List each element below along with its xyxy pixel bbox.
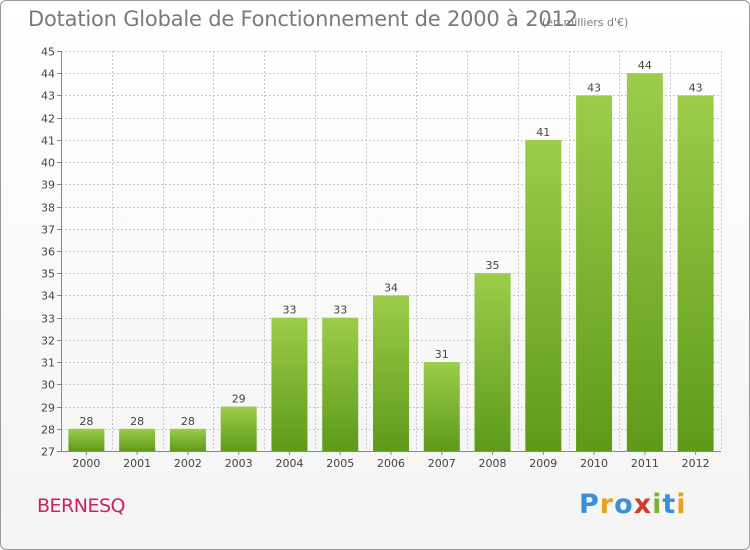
y-tick-label: 45	[41, 46, 55, 59]
x-tick-label: 2012	[682, 457, 710, 470]
y-tick-label: 42	[41, 113, 55, 126]
bar-2005[interactable]	[322, 317, 359, 451]
data-label: 43	[587, 81, 601, 94]
data-label: 28	[130, 415, 144, 428]
axes: 27 28 29 30 31 32 33 34 35 36 37 38 39 40 41 42 43 44 45 20…	[41, 46, 721, 470]
data-label: 34	[384, 281, 398, 294]
proxiti-logo[interactable]: Proxiti	[579, 489, 687, 520]
y-tick-label: 36	[41, 246, 55, 259]
x-tick-label: 2005	[326, 457, 354, 470]
commune-name: BERNESQ	[37, 495, 125, 517]
logo-letter: o	[614, 489, 634, 520]
y-tick-label: 44	[41, 68, 55, 81]
y-tick-label: 27	[41, 446, 55, 459]
x-tick-label: 2002	[174, 457, 202, 470]
x-tick-label: 2009	[529, 457, 557, 470]
logo-letter: x	[633, 489, 653, 520]
y-tick-label: 35	[41, 268, 55, 281]
bar-2001[interactable]	[119, 428, 156, 451]
bar-2009[interactable]	[525, 139, 562, 451]
y-tick-label: 30	[41, 379, 55, 392]
y-tick-label: 43	[41, 90, 55, 103]
x-tick-label: 2004	[275, 457, 303, 470]
y-tick-label: 37	[41, 224, 55, 237]
x-tick-label: 2006	[377, 457, 405, 470]
x-tick-label: 2008	[479, 457, 507, 470]
data-label: 44	[638, 59, 652, 72]
bar-2002[interactable]	[169, 428, 206, 451]
y-tick-label: 40	[41, 157, 55, 170]
bar-2011[interactable]	[626, 73, 663, 451]
y-tick-label: 38	[41, 202, 55, 215]
bar-2007[interactable]	[423, 362, 460, 451]
y-tick-label: 41	[41, 135, 55, 148]
bar-2010[interactable]	[576, 95, 613, 451]
data-label: 28	[181, 415, 195, 428]
x-tick-label: 2011	[631, 457, 659, 470]
y-tick-label: 34	[41, 290, 55, 303]
data-label: 33	[282, 304, 296, 317]
y-tick-label: 28	[41, 424, 55, 437]
x-tick-label: 2001	[123, 457, 151, 470]
data-label: 43	[689, 81, 703, 94]
data-label: 29	[232, 393, 246, 406]
chart-title: Dotation Globale de Fonctionnement de 20…	[28, 7, 578, 31]
data-label: 33	[333, 304, 347, 317]
logo-letter: i	[676, 489, 687, 520]
x-tick-label: 2007	[428, 457, 456, 470]
y-tick-label: 33	[41, 313, 55, 326]
y-tick-label: 32	[41, 335, 55, 348]
logo-letter: i	[652, 489, 663, 520]
data-label: 35	[486, 259, 500, 272]
bar-2000[interactable]	[68, 428, 105, 451]
logo-letter: P	[579, 489, 600, 520]
bar-2004[interactable]	[271, 317, 308, 451]
x-tick-label: 2003	[225, 457, 253, 470]
bar-2008[interactable]	[474, 273, 511, 451]
bar-2003[interactable]	[220, 406, 257, 451]
logo-letter: t	[662, 489, 677, 520]
y-tick-label: 29	[41, 402, 55, 415]
y-tick-label: 39	[41, 179, 55, 192]
data-label: 31	[435, 348, 449, 361]
bars: 28 28 28 29 33 33 34 31 35 41 43 44 43	[68, 59, 714, 451]
data-label: 41	[536, 126, 550, 139]
chart-subtitle: (en milliers d'€)	[542, 16, 629, 29]
bar-2012[interactable]	[677, 95, 714, 451]
y-tick-label: 31	[41, 357, 55, 370]
data-label: 28	[79, 415, 93, 428]
bar-2006[interactable]	[373, 295, 409, 451]
x-tick-label: 2010	[580, 457, 608, 470]
x-tick-label: 2000	[72, 457, 100, 470]
logo-letter: r	[599, 489, 615, 520]
